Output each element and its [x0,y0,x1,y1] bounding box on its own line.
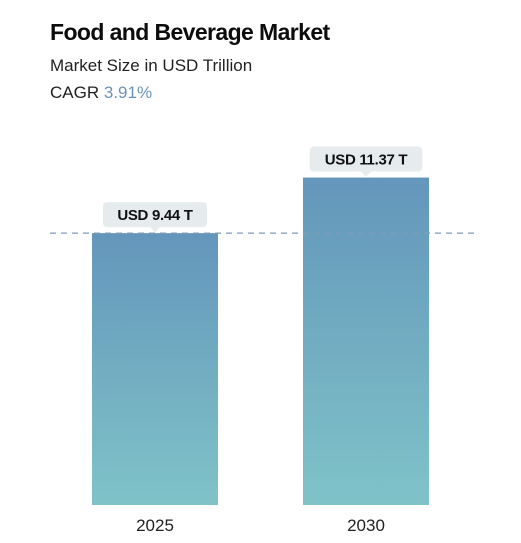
bar-2030 [303,177,429,505]
data-label-pointer [150,227,160,233]
chart-subtitle: Market Size in USD Trillion [50,56,253,75]
cagr-line: CAGR 3.91% [50,83,152,103]
x-tick-label: 2030 [347,516,385,535]
data-label-2030: USD 11.37 T [309,146,423,177]
data-label-box [309,146,423,172]
data-label-pointer [361,171,371,177]
bar-2025 [92,233,218,506]
x-tick-label: 2025 [136,516,174,535]
x-axis-ticks: 2025 2030 [136,516,385,535]
cagr-value: 3.91% [103,83,153,102]
bars-layer [92,177,429,506]
data-label-2025: USD 9.44 T [103,202,207,233]
chart-title: Food and Beverage Market [50,19,330,45]
data-label-box [103,202,207,228]
data-label-text: USD 11.37 T [325,152,408,169]
data-label-text: USD 9.44 T [117,207,192,224]
cagr-label: CAGR [50,83,100,102]
labels-layer: USD 9.44 T USD 11.37 T [103,146,423,233]
